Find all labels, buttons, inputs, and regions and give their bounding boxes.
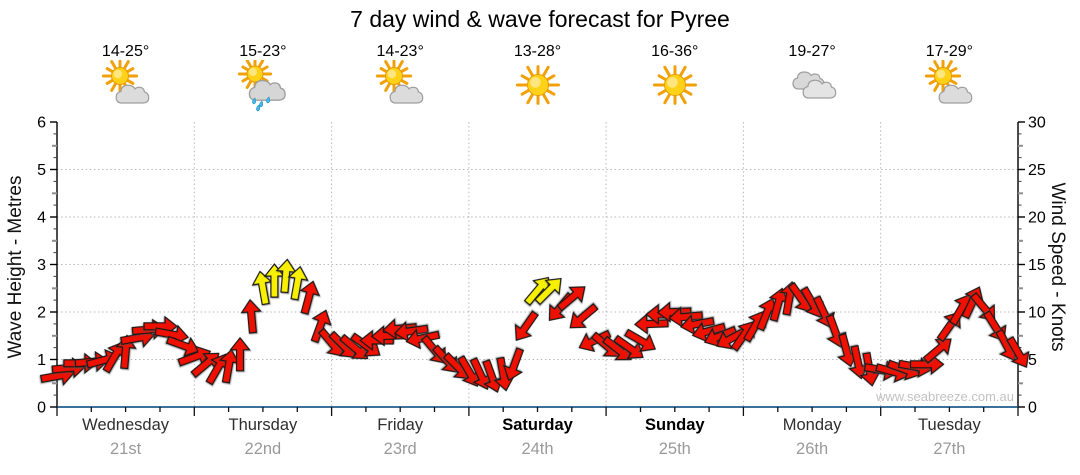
day-name: Monday: [782, 416, 842, 434]
wind-axis-tick-label: 20: [1028, 210, 1046, 227]
wave-axis-tick-label: 1: [37, 352, 46, 369]
day-date: 26th: [796, 440, 829, 458]
wind-arrow: [680, 314, 715, 336]
wind-axis-tick-label: 10: [1028, 305, 1046, 322]
weather-icon-wrap: [921, 59, 977, 117]
wave-axis-tick-label: 0: [37, 400, 46, 417]
wave-axis-tick-label: 6: [37, 115, 46, 132]
day-name: Thursday: [228, 416, 298, 434]
day-date: 27th: [933, 440, 966, 458]
day-name: Wednesday: [82, 416, 170, 434]
wind-arrow: [691, 321, 727, 343]
wave-axis-tick-label: 3: [37, 257, 46, 274]
wind-arrow: [165, 335, 200, 357]
wind-arrow: [229, 336, 251, 372]
weather-icon-wrap: [372, 59, 428, 117]
wind-axis-tick-label: 15: [1028, 257, 1046, 274]
day-name: Saturday: [502, 416, 573, 434]
wind-arrow: [848, 344, 870, 380]
sun-cloud-icon: [376, 59, 424, 104]
wind-arrow: [656, 301, 692, 323]
day-date: 25th: [658, 440, 691, 458]
sun-cloud-rain-icon: [237, 58, 286, 112]
weather-icon-wrap: [510, 60, 566, 117]
wind-speed-axis-label: Wind Speed - Knots: [1047, 182, 1068, 352]
day-temperature-range: 17-29°: [925, 43, 974, 60]
wind-arrow: [523, 276, 550, 306]
wind-arrow: [275, 258, 297, 294]
wind-arrow: [218, 348, 240, 384]
clouds-icon: [792, 71, 837, 99]
day-name: Tuesday: [918, 416, 981, 434]
wind-arrow: [457, 354, 481, 387]
wind-arrow: [922, 338, 952, 364]
wind-arrow: [1006, 335, 1030, 368]
wind-arrow: [240, 298, 262, 334]
day-name: Sunday: [644, 416, 705, 434]
wind-arrow: [569, 302, 599, 329]
wind-axis-tick-label: 5: [1028, 352, 1037, 369]
wind-arrow: [716, 326, 749, 350]
wave-axis-tick-label: 5: [37, 162, 46, 179]
watermark: www.seabreeze.com.au: [875, 389, 1014, 404]
day-date: 24th: [521, 440, 554, 458]
wind-arrow: [624, 328, 657, 353]
day-date: 23rd: [383, 440, 417, 458]
wind-arrow: [768, 287, 790, 322]
wave-axis-tick-label: 2: [37, 305, 46, 322]
sun-cloud-icon: [925, 59, 973, 104]
day-temperature-range: 19-27°: [788, 43, 836, 60]
day-temperature-range: 14-25°: [101, 43, 150, 60]
wind-axis-tick-label: 25: [1028, 162, 1046, 179]
wind-arrow: [514, 310, 539, 342]
wind-arrow: [299, 280, 321, 315]
wind-arrow: [339, 333, 369, 360]
wind-axis-tick-label: 0: [1028, 400, 1037, 417]
weather-icon-wrap: [784, 60, 840, 117]
weather-icon-wrap: [647, 60, 703, 117]
day-date: 22nd: [244, 440, 282, 458]
wind-arrow: [668, 306, 704, 328]
day-temperature-range: 14-23°: [376, 43, 424, 60]
wave-axis-tick-label: 4: [37, 210, 46, 227]
sun-icon: [652, 65, 697, 105]
wind-arrow: [633, 313, 669, 335]
wind-arrow: [613, 334, 644, 359]
page-title: 7 day wind & wave forecast for Pyree: [350, 6, 730, 32]
weather-icon-wrap: [98, 59, 154, 117]
sun-icon: [515, 65, 560, 105]
wind-arrow: [534, 277, 562, 306]
wind-arrow: [287, 265, 309, 301]
wind-arrow: [469, 357, 492, 391]
wind-arrow: [310, 309, 332, 344]
wind-arrow: [393, 320, 429, 343]
day-temperature-range: 16-36°: [651, 43, 699, 60]
sun-cloud-icon: [101, 59, 149, 104]
day-temperature-range: 13-28°: [513, 43, 562, 60]
day-temperature-range: 15-23°: [239, 43, 287, 60]
wind-arrow: [556, 286, 586, 312]
day-name: Friday: [377, 416, 424, 434]
wave-height-axis-label: Wave Height - Metres: [5, 175, 26, 359]
wind-axis-tick-label: 30: [1028, 115, 1046, 132]
wind-arrow: [503, 347, 525, 382]
day-date: 21st: [110, 440, 142, 458]
weather-icon-wrap: [235, 58, 291, 117]
